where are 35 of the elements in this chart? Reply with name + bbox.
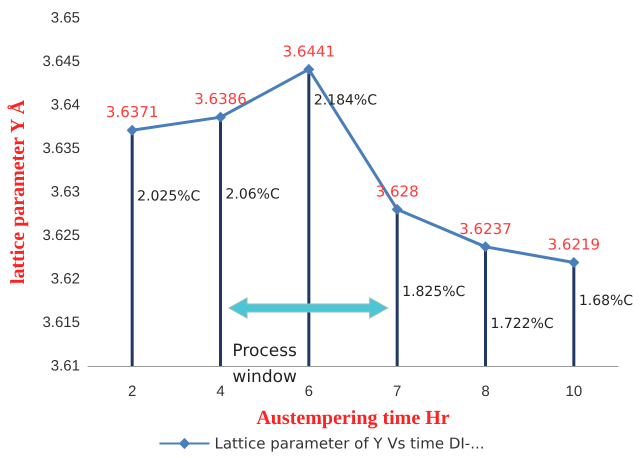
x-tick-label: 2 <box>128 383 136 400</box>
annotation: 2.025%C <box>137 188 201 204</box>
legend-label: Lattice parameter of Y Vs time DI-... <box>214 434 485 452</box>
data-label: 3.6219 <box>548 235 600 254</box>
y-tick-label: 3.625 <box>42 227 80 244</box>
point <box>215 112 226 123</box>
point <box>303 64 314 75</box>
point <box>568 256 580 268</box>
annotation: 1.825%C <box>402 284 466 300</box>
annotation: Process window <box>232 341 298 387</box>
x-tick-label: 7 <box>392 383 402 400</box>
y-tick-label: 3.615 <box>42 314 80 331</box>
x-axis-title: Austempering time Hr <box>256 407 450 429</box>
y-tick-label: 3.62 <box>50 270 80 288</box>
point <box>126 124 138 136</box>
point <box>480 241 491 252</box>
y-tick-label: 3.64 <box>50 96 80 114</box>
y-tick-label: 3.645 <box>42 53 80 70</box>
annotation: 2.06%C <box>226 186 280 203</box>
data-label: 3.6371 <box>106 103 158 122</box>
y-axis-title: lattice parameter Y Å <box>7 99 29 284</box>
annotation: 1.722%C <box>490 316 554 332</box>
y-tick-label: 3.63 <box>50 184 80 200</box>
data-label: 3.6237 <box>459 220 512 238</box>
data-label: 3.6441 <box>282 42 336 60</box>
y-tick-label: 3.61 <box>50 358 80 374</box>
y-tick-label: 3.65 <box>50 10 80 26</box>
data-label: 3.6386 <box>194 90 247 108</box>
point <box>392 204 403 215</box>
annotation: 1.68%C <box>578 292 634 309</box>
x-tick-label: 4 <box>216 383 225 400</box>
x-tick-label: 10 <box>565 383 582 400</box>
x-tick-label: 6 <box>304 383 314 400</box>
y-tick-label: 3.635 <box>42 140 80 157</box>
x-tick-label: 8 <box>481 383 490 400</box>
